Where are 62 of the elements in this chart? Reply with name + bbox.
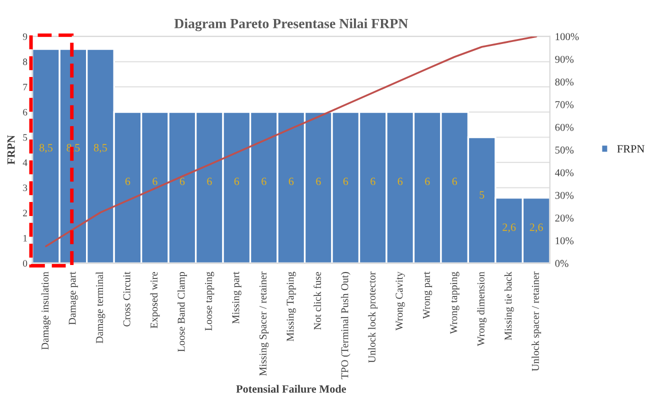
data-label: 8,5 <box>39 144 52 154</box>
x-tick-label: Unlock lock protector <box>368 272 378 363</box>
y-tick-label: 5 <box>23 134 28 141</box>
x-tick-label: Loose Band Clamp <box>177 272 187 352</box>
y-axis-title: FRPN <box>7 135 15 164</box>
y-tick-label: 9 <box>22 33 28 40</box>
data-label: 6 <box>262 178 266 186</box>
y-tick-label: 2 <box>23 210 27 216</box>
y-tick-label: 7 <box>23 84 28 90</box>
chart-title: Diagram Pareto Presentase Nilai FRPN <box>174 18 408 32</box>
x-tick-label: Damage part <box>68 272 78 325</box>
x-tick-label: Damage insulation <box>41 272 51 350</box>
x-tick-label: Missing Spacer / retainer <box>259 272 269 376</box>
y-tick-label: 3 <box>23 184 28 192</box>
x-tick-label: Unlock spacer / retainer <box>532 272 542 372</box>
y2-tick-label: 50% <box>555 146 574 154</box>
x-tick-label: Missing Tapping <box>286 272 296 342</box>
data-label: 6 <box>316 178 321 186</box>
data-label: 6 <box>152 178 158 186</box>
data-label: 6 <box>398 178 403 186</box>
y-tick-label: 1 <box>23 235 27 242</box>
y2-tick-label: 20% <box>555 214 574 222</box>
y-tick-label: 8 <box>23 58 28 66</box>
data-label: 2,6 <box>530 224 543 233</box>
y2-tick-label: 100% <box>556 33 579 40</box>
legend-label: FRPN <box>617 145 644 153</box>
x-tick-label: Wrong part <box>423 272 432 319</box>
x-tick-label: Missing tie back <box>504 272 514 340</box>
y2-tick-label: 30% <box>555 192 574 199</box>
data-label: 6 <box>288 178 294 186</box>
y-tick-label: 0 <box>23 260 28 267</box>
data-label: 5 <box>480 191 484 199</box>
x-tick-label: Missing part <box>232 272 242 324</box>
x-tick-label: Wrong dimension <box>477 272 487 346</box>
y2-tick-label: 40% <box>555 169 574 176</box>
data-label: 6 <box>207 178 212 186</box>
data-label: 2,6 <box>502 224 516 233</box>
y2-tick-label: 0% <box>555 260 568 267</box>
x-tick-label: Wrong Cavity <box>396 272 405 330</box>
x-axis-title: Potensial Failure Mode <box>236 384 346 393</box>
y2-tick-label: 60% <box>555 124 574 131</box>
x-tick-label: Damage terminal <box>96 272 106 344</box>
x-tick-label: Wrong tapping <box>450 272 460 334</box>
data-label: 6 <box>425 178 430 186</box>
y2-tick-label: 90% <box>555 56 574 63</box>
x-tick-label: Loose tapping <box>205 272 214 331</box>
y2-tick-label: 70% <box>556 101 574 108</box>
data-label: 6 <box>234 178 240 186</box>
data-label: 6 <box>452 178 458 186</box>
y2-tick-label: 80% <box>555 78 574 86</box>
x-tick-label: Cross Circuit <box>123 272 130 326</box>
data-label: 6 <box>180 178 185 186</box>
data-label: 6 <box>370 178 376 186</box>
x-tick-label: Exposed wire <box>150 272 160 328</box>
y2-tick-label: 10% <box>556 237 574 244</box>
data-label: 8,5 <box>94 144 107 154</box>
x-tick-label: Not click fuse <box>314 272 321 330</box>
y-tick-label: 4 <box>22 159 28 166</box>
y-tick-label: 6 <box>23 108 28 116</box>
data-label: 6 <box>125 178 130 186</box>
x-tick-label: TPO (Terminal Push Out) <box>340 272 350 380</box>
data-label: 6 <box>343 178 348 186</box>
